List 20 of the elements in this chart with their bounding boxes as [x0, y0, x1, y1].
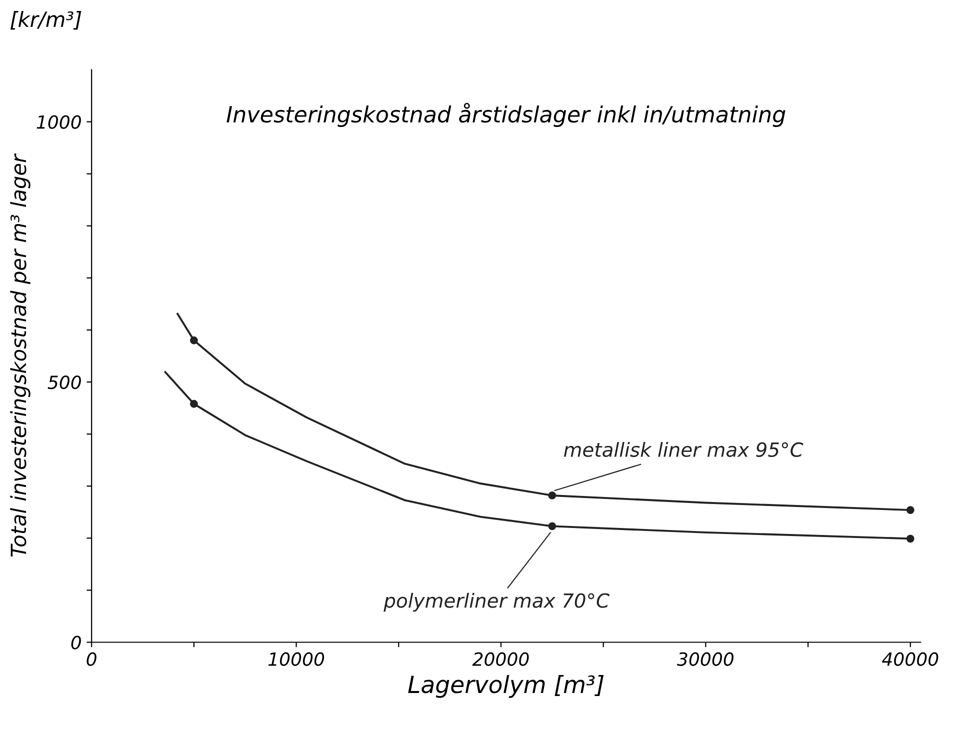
y-tick-label: 1000	[36, 115, 81, 129]
text: metallisk liner max 95°C	[564, 442, 804, 457]
point	[906, 534, 914, 543]
x-tick-label: 40000	[882, 652, 938, 666]
y-tick-label: 500	[48, 375, 81, 390]
text: Investeringskostnad årstidslager inkl in/utmatning	[226, 102, 786, 127]
point	[548, 522, 556, 530]
point	[190, 336, 198, 344]
x-axis-title: Lagervolym [m³]	[408, 675, 604, 698]
text: [kr/m³]	[10, 11, 82, 30]
point	[190, 400, 198, 408]
point	[906, 506, 914, 514]
x-tick-label: 10000	[268, 652, 324, 666]
point	[548, 492, 556, 500]
x-tick-label: 30000	[677, 652, 734, 666]
y-tick-label: 0	[71, 636, 81, 650]
x-tick-label: 0	[86, 652, 96, 666]
text: polymerliner max 70°C	[384, 592, 610, 612]
x-tick-label: 20000	[472, 652, 529, 666]
y-axis-title: Total investeringskostnad per m³ lager	[10, 153, 30, 557]
